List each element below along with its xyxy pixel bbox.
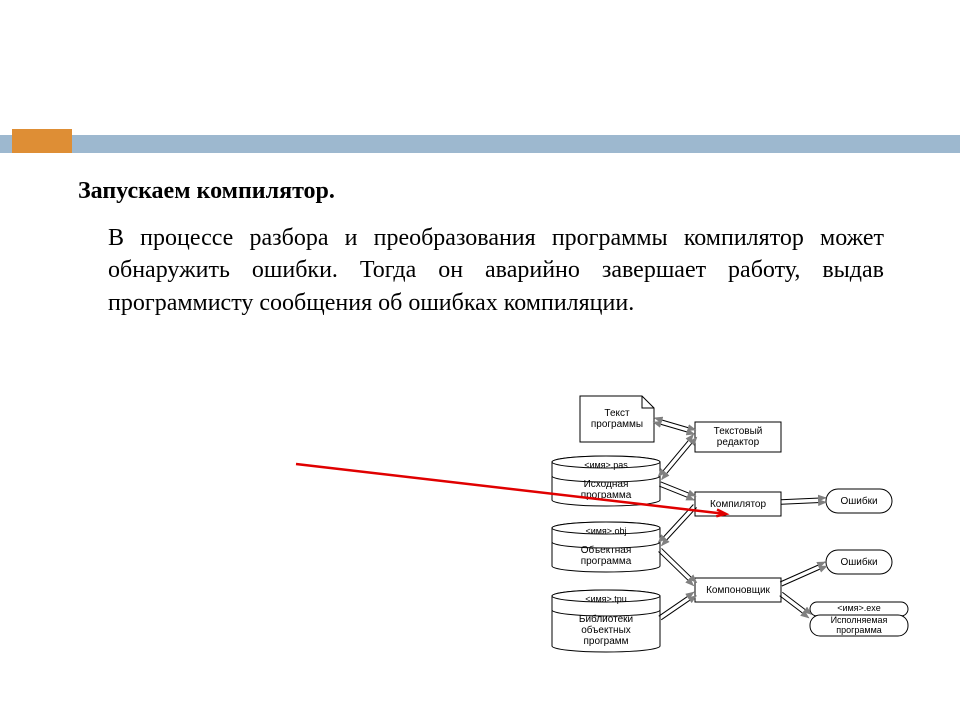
arrow-2 <box>659 482 696 500</box>
compiler-flow-diagram: Текстпрограммы Текстовыйредактор <имя>.pas… <box>450 394 920 694</box>
node-src_cyl-bot-label: Исходнаяпрограмма <box>552 476 660 504</box>
arrow-5 <box>658 548 696 585</box>
diagram-svg <box>450 394 920 694</box>
arrow-6 <box>659 592 696 620</box>
arrow-3 <box>658 505 696 546</box>
body-paragraph: В процессе разбора и преобразования прог… <box>108 222 884 319</box>
node-exe_bubble-bot-label: Исполняемаяпрограмма <box>810 615 908 637</box>
node-lib_cyl-top-label: <имя>.tpu <box>552 592 660 608</box>
arrow-4 <box>781 498 826 504</box>
node-editor-label: Текстовыйредактор <box>695 422 781 452</box>
header-rule <box>0 135 960 153</box>
arrow-1 <box>658 435 696 480</box>
arrow-7 <box>780 562 827 586</box>
node-src_cyl-top-label: <имя>.pas <box>552 458 660 474</box>
arrow-8 <box>780 592 812 618</box>
node-errors2-label: Ошибки <box>826 550 892 574</box>
node-obj_cyl-bot-label: Объектнаяпрограмма <box>552 542 660 570</box>
node-errors1-label: Ошибки <box>826 489 892 513</box>
accent-block <box>12 129 72 153</box>
arrow-0 <box>653 418 695 434</box>
node-linker-label: Компоновщик <box>695 578 781 602</box>
node-page-label: Текстпрограммы <box>580 396 654 442</box>
node-lib_cyl-bot-label: Библиотекиобъектныхпрограмм <box>552 610 660 650</box>
node-obj_cyl-top-label: <имя>.obj <box>552 524 660 540</box>
node-compiler-label: Компилятор <box>695 492 781 516</box>
slide-title: Запускаем компилятор. <box>78 178 335 205</box>
